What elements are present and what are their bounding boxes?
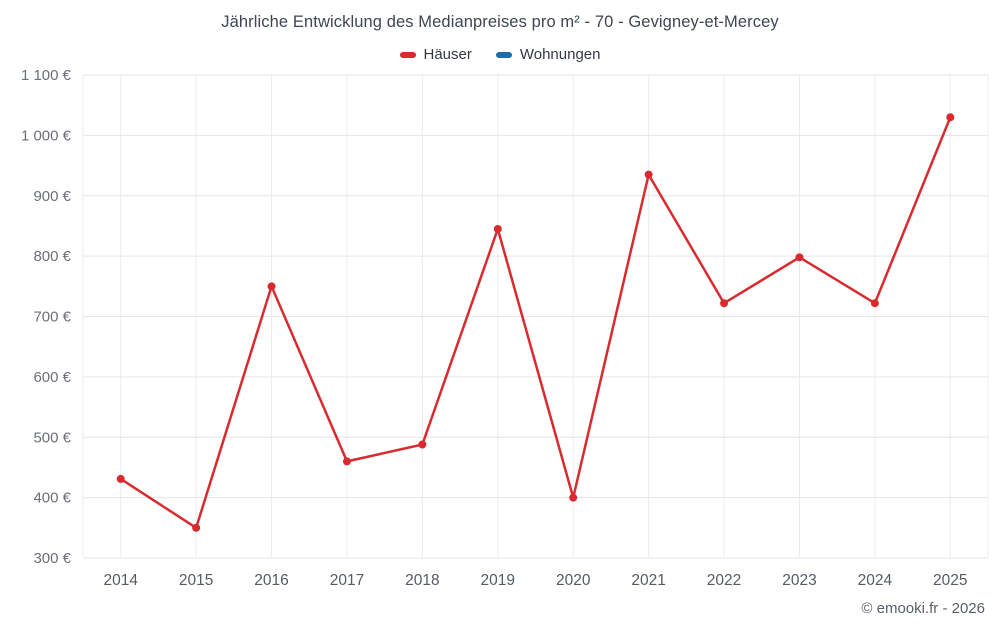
- data-point[interactable]: [569, 493, 578, 502]
- x-axis-label: 2022: [707, 572, 741, 589]
- wohnungen-series-swatch-icon: [495, 51, 512, 58]
- y-axis-label: 1 100 €: [21, 67, 72, 84]
- data-point[interactable]: [192, 523, 201, 532]
- y-axis-label: 700 €: [33, 309, 71, 326]
- haeuser-series-swatch-icon: [399, 51, 416, 58]
- y-axis-label: 1 000 €: [21, 127, 72, 144]
- x-axis-label: 2018: [405, 572, 439, 589]
- legend: Häuser Wohnungen: [0, 46, 1000, 63]
- footer-credit: © emooki.fr - 2026: [861, 600, 985, 617]
- data-point[interactable]: [870, 299, 879, 308]
- x-axis-label: 2021: [631, 572, 665, 589]
- data-point[interactable]: [267, 282, 276, 291]
- data-point[interactable]: [342, 457, 351, 466]
- x-axis-label: 2014: [103, 572, 138, 589]
- legend-item-wohnungen[interactable]: Wohnungen: [495, 46, 601, 63]
- data-point[interactable]: [795, 253, 804, 262]
- x-axis-label: 2023: [782, 572, 816, 589]
- legend-item-haeuser[interactable]: Häuser: [399, 46, 472, 63]
- x-axis-label: 2024: [858, 572, 893, 589]
- y-axis-label: 600 €: [33, 369, 71, 386]
- x-axis-label: 2016: [254, 572, 288, 589]
- y-axis-label: 500 €: [33, 429, 71, 446]
- x-axis-label: 2015: [179, 572, 213, 589]
- x-axis-label: 2017: [330, 572, 364, 589]
- data-point[interactable]: [418, 440, 427, 449]
- y-axis-label: 300 €: [33, 550, 71, 567]
- data-point[interactable]: [116, 474, 125, 483]
- y-axis-label: 400 €: [33, 490, 71, 507]
- legend-label: Wohnungen: [519, 46, 601, 63]
- data-point[interactable]: [720, 299, 729, 308]
- y-axis-label: 900 €: [33, 188, 71, 205]
- x-axis-label: 2019: [481, 572, 515, 589]
- data-point[interactable]: [946, 113, 955, 122]
- chart-title: Jährliche Entwicklung des Medianpreises …: [221, 13, 779, 31]
- x-axis-label: 2020: [556, 572, 591, 589]
- y-axis-label: 800 €: [33, 248, 71, 265]
- series-line-häuser: [119, 116, 952, 530]
- x-axis-label: 2025: [933, 572, 967, 589]
- legend-label: Häuser: [423, 46, 472, 63]
- data-point[interactable]: [644, 170, 653, 179]
- data-point[interactable]: [493, 224, 502, 233]
